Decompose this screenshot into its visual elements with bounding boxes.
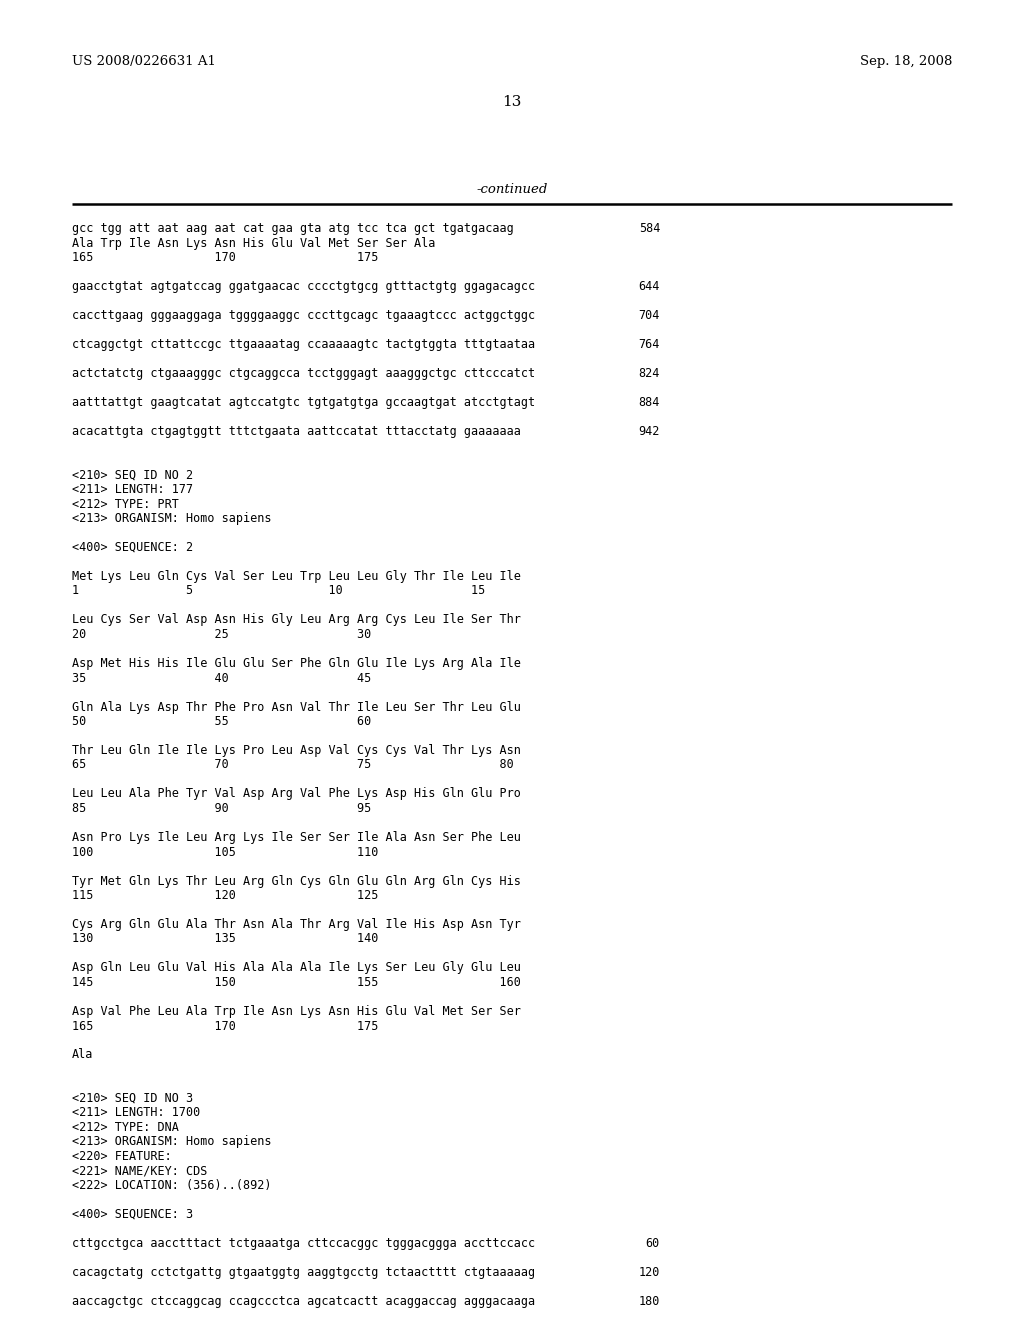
- Text: Met Lys Leu Gln Cys Val Ser Leu Trp Leu Leu Gly Thr Ile Leu Ile: Met Lys Leu Gln Cys Val Ser Leu Trp Leu …: [72, 570, 521, 583]
- Text: Asp Gln Leu Glu Val His Ala Ala Ala Ile Lys Ser Leu Gly Glu Leu: Asp Gln Leu Glu Val His Ala Ala Ala Ile …: [72, 961, 521, 974]
- Text: aaccagctgc ctccaggcag ccagccctca agcatcactt acaggaccag agggacaaga: aaccagctgc ctccaggcag ccagccctca agcatca…: [72, 1295, 536, 1308]
- Text: 942: 942: [639, 425, 660, 438]
- Text: gaacctgtat agtgatccag ggatgaacac cccctgtgcg gtttactgtg ggagacagcc: gaacctgtat agtgatccag ggatgaacac cccctgt…: [72, 280, 536, 293]
- Text: <221> NAME/KEY: CDS: <221> NAME/KEY: CDS: [72, 1164, 208, 1177]
- Text: <213> ORGANISM: Homo sapiens: <213> ORGANISM: Homo sapiens: [72, 1135, 271, 1148]
- Text: Asn Pro Lys Ile Leu Arg Lys Ile Ser Ser Ile Ala Asn Ser Phe Leu: Asn Pro Lys Ile Leu Arg Lys Ile Ser Ser …: [72, 832, 521, 843]
- Text: 85                  90                  95: 85 90 95: [72, 803, 372, 814]
- Text: Sep. 18, 2008: Sep. 18, 2008: [859, 55, 952, 69]
- Text: US 2008/0226631 A1: US 2008/0226631 A1: [72, 55, 216, 69]
- Text: <211> LENGTH: 1700: <211> LENGTH: 1700: [72, 1106, 201, 1119]
- Text: caccttgaag gggaaggaga tggggaaggc cccttgcagc tgaaagtccc actggctggc: caccttgaag gggaaggaga tggggaaggc cccttgc…: [72, 309, 536, 322]
- Text: 1               5                   10                  15: 1 5 10 15: [72, 585, 485, 598]
- Text: <211> LENGTH: 177: <211> LENGTH: 177: [72, 483, 194, 496]
- Text: Cys Arg Gln Glu Ala Thr Asn Ala Thr Arg Val Ile His Asp Asn Tyr: Cys Arg Gln Glu Ala Thr Asn Ala Thr Arg …: [72, 917, 521, 931]
- Text: <212> TYPE: DNA: <212> TYPE: DNA: [72, 1121, 179, 1134]
- Text: ctcaggctgt cttattccgc ttgaaaatag ccaaaaagtc tactgtggta tttgtaataa: ctcaggctgt cttattccgc ttgaaaatag ccaaaaa…: [72, 338, 536, 351]
- Text: 20                  25                  30: 20 25 30: [72, 628, 372, 642]
- Text: <222> LOCATION: (356)..(892): <222> LOCATION: (356)..(892): [72, 1179, 271, 1192]
- Text: Leu Cys Ser Val Asp Asn His Gly Leu Arg Arg Cys Leu Ile Ser Thr: Leu Cys Ser Val Asp Asn His Gly Leu Arg …: [72, 614, 521, 627]
- Text: Thr Leu Gln Ile Ile Lys Pro Leu Asp Val Cys Cys Val Thr Lys Asn: Thr Leu Gln Ile Ile Lys Pro Leu Asp Val …: [72, 744, 521, 756]
- Text: Tyr Met Gln Lys Thr Leu Arg Gln Cys Gln Glu Gln Arg Gln Cys His: Tyr Met Gln Lys Thr Leu Arg Gln Cys Gln …: [72, 874, 521, 887]
- Text: 50                  55                  60: 50 55 60: [72, 715, 372, 729]
- Text: Leu Leu Ala Phe Tyr Val Asp Arg Val Phe Lys Asp His Gln Glu Pro: Leu Leu Ala Phe Tyr Val Asp Arg Val Phe …: [72, 788, 521, 800]
- Text: 824: 824: [639, 367, 660, 380]
- Text: 35                  40                  45: 35 40 45: [72, 672, 372, 685]
- Text: aatttattgt gaagtcatat agtccatgtc tgtgatgtga gccaagtgat atcctgtagt: aatttattgt gaagtcatat agtccatgtc tgtgatg…: [72, 396, 536, 409]
- Text: 145                 150                 155                 160: 145 150 155 160: [72, 975, 521, 989]
- Text: 65                  70                  75                  80: 65 70 75 80: [72, 759, 514, 771]
- Text: cttgcctgca aacctttact tctgaaatga cttccacggc tgggacggga accttccacc: cttgcctgca aacctttact tctgaaatga cttccac…: [72, 1237, 536, 1250]
- Text: cacagctatg cctctgattg gtgaatggtg aaggtgcctg tctaactttt ctgtaaaaag: cacagctatg cctctgattg gtgaatggtg aaggtgc…: [72, 1266, 536, 1279]
- Text: 60: 60: [646, 1237, 660, 1250]
- Text: Gln Ala Lys Asp Thr Phe Pro Asn Val Thr Ile Leu Ser Thr Leu Glu: Gln Ala Lys Asp Thr Phe Pro Asn Val Thr …: [72, 701, 521, 714]
- Text: <213> ORGANISM: Homo sapiens: <213> ORGANISM: Homo sapiens: [72, 512, 271, 525]
- Text: Ala: Ala: [72, 1048, 93, 1061]
- Text: <400> SEQUENCE: 2: <400> SEQUENCE: 2: [72, 541, 194, 554]
- Text: 115                 120                 125: 115 120 125: [72, 888, 379, 902]
- Text: 584: 584: [639, 222, 660, 235]
- Text: 165                 170                 175: 165 170 175: [72, 1019, 379, 1032]
- Text: Asp Val Phe Leu Ala Trp Ile Asn Lys Asn His Glu Val Met Ser Ser: Asp Val Phe Leu Ala Trp Ile Asn Lys Asn …: [72, 1005, 521, 1018]
- Text: actctatctg ctgaaagggc ctgcaggcca tcctgggagt aaagggctgc cttcccatct: actctatctg ctgaaagggc ctgcaggcca tcctggg…: [72, 367, 536, 380]
- Text: Ala Trp Ile Asn Lys Asn His Glu Val Met Ser Ser Ala: Ala Trp Ile Asn Lys Asn His Glu Val Met …: [72, 236, 435, 249]
- Text: 764: 764: [639, 338, 660, 351]
- Text: Asp Met His His Ile Glu Glu Ser Phe Gln Glu Ile Lys Arg Ala Ile: Asp Met His His Ile Glu Glu Ser Phe Gln …: [72, 657, 521, 671]
- Text: 165                 170                 175: 165 170 175: [72, 251, 379, 264]
- Text: 130                 135                 140: 130 135 140: [72, 932, 379, 945]
- Text: <210> SEQ ID NO 3: <210> SEQ ID NO 3: [72, 1092, 194, 1105]
- Text: 120: 120: [639, 1266, 660, 1279]
- Text: gcc tgg att aat aag aat cat gaa gta atg tcc tca gct tgatgacaag: gcc tgg att aat aag aat cat gaa gta atg …: [72, 222, 514, 235]
- Text: 100                 105                 110: 100 105 110: [72, 846, 379, 858]
- Text: -continued: -continued: [476, 183, 548, 195]
- Text: acacattgta ctgagtggtt tttctgaata aattccatat tttacctatg gaaaaaaa: acacattgta ctgagtggtt tttctgaata aattcca…: [72, 425, 521, 438]
- Text: 644: 644: [639, 280, 660, 293]
- Text: <210> SEQ ID NO 2: <210> SEQ ID NO 2: [72, 469, 194, 482]
- Text: 884: 884: [639, 396, 660, 409]
- Text: 180: 180: [639, 1295, 660, 1308]
- Text: <220> FEATURE:: <220> FEATURE:: [72, 1150, 172, 1163]
- Text: <212> TYPE: PRT: <212> TYPE: PRT: [72, 498, 179, 511]
- Text: 13: 13: [503, 95, 521, 110]
- Text: <400> SEQUENCE: 3: <400> SEQUENCE: 3: [72, 1208, 194, 1221]
- Text: 704: 704: [639, 309, 660, 322]
